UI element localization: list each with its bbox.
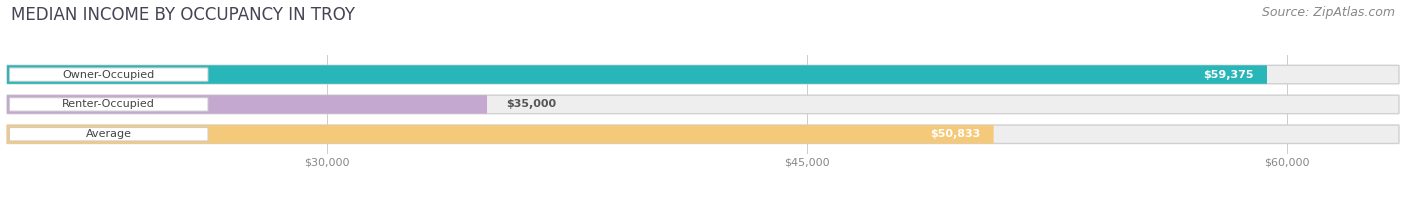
FancyBboxPatch shape xyxy=(7,65,1267,84)
FancyBboxPatch shape xyxy=(7,125,994,143)
FancyBboxPatch shape xyxy=(7,125,1399,143)
FancyBboxPatch shape xyxy=(7,95,1399,114)
Text: $50,833: $50,833 xyxy=(931,129,981,139)
FancyBboxPatch shape xyxy=(7,65,1399,84)
Text: Average: Average xyxy=(86,129,132,139)
Text: $59,375: $59,375 xyxy=(1204,70,1254,80)
Text: Source: ZipAtlas.com: Source: ZipAtlas.com xyxy=(1261,6,1395,19)
Text: Renter-Occupied: Renter-Occupied xyxy=(62,99,155,109)
Text: $35,000: $35,000 xyxy=(506,99,557,109)
Text: MEDIAN INCOME BY OCCUPANCY IN TROY: MEDIAN INCOME BY OCCUPANCY IN TROY xyxy=(11,6,356,24)
Text: Owner-Occupied: Owner-Occupied xyxy=(63,70,155,80)
FancyBboxPatch shape xyxy=(10,68,208,81)
FancyBboxPatch shape xyxy=(10,98,208,111)
FancyBboxPatch shape xyxy=(7,95,486,114)
FancyBboxPatch shape xyxy=(10,128,208,141)
